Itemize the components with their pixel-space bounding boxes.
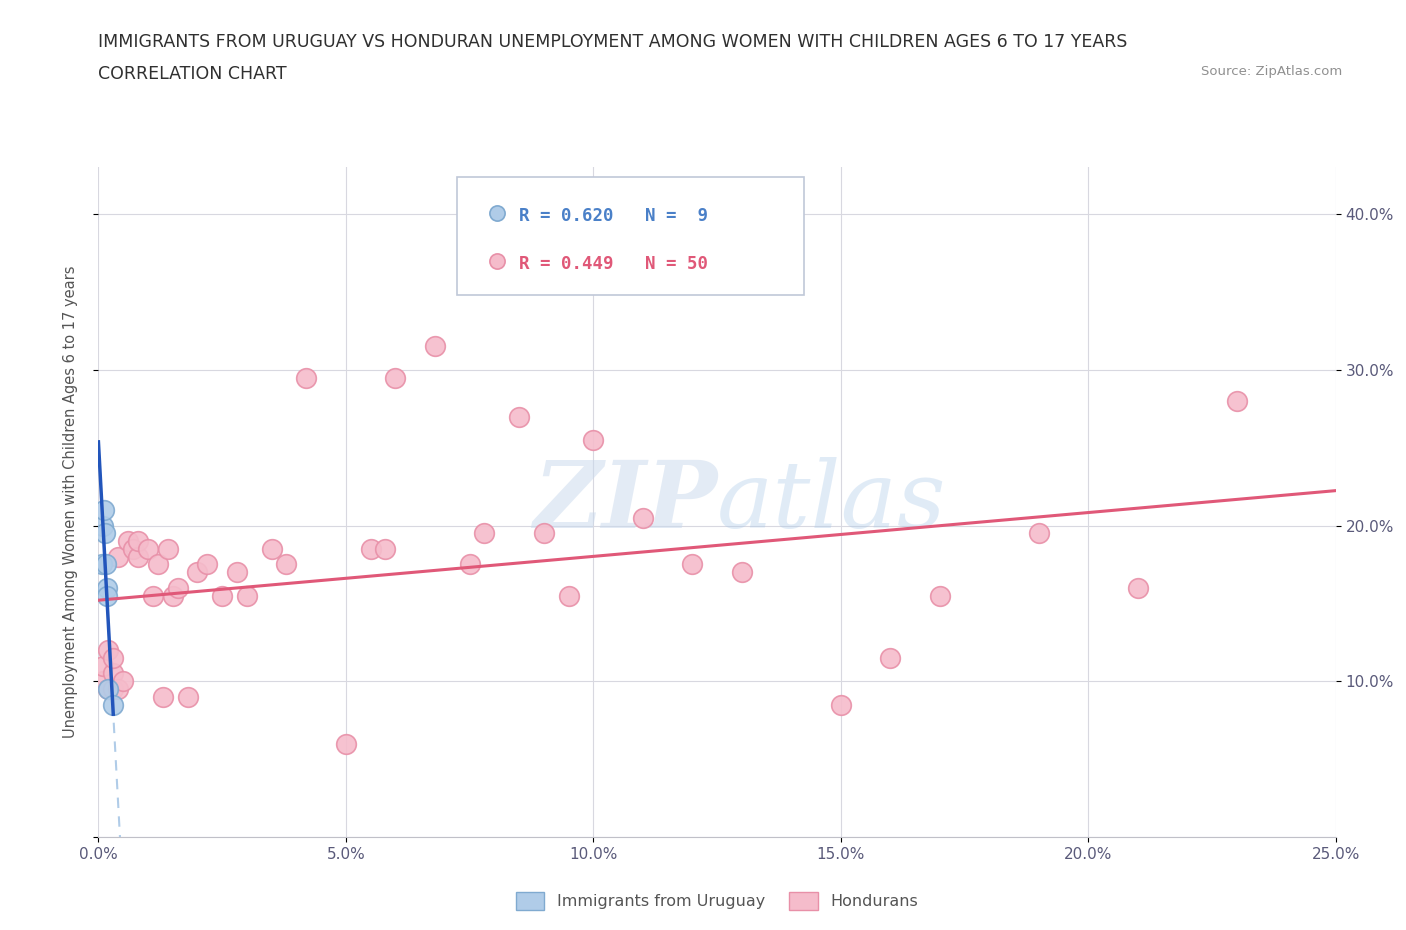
Point [374, 541, 396, 556]
Point [211, 588, 233, 603]
Point [176, 689, 198, 704]
Point [146, 557, 169, 572]
Point [335, 737, 357, 751]
Point [458, 557, 481, 572]
Point [631, 511, 654, 525]
Point [107, 550, 129, 565]
Point [423, 339, 446, 354]
Point [97, 682, 120, 697]
Point [94, 525, 117, 540]
Point [93, 674, 115, 689]
Y-axis label: Unemployment Among Women with Children Ages 6 to 17 years: Unemployment Among Women with Children A… [63, 266, 77, 738]
Point [112, 674, 135, 689]
Point [260, 541, 283, 556]
Point [152, 689, 174, 704]
Text: Source: ZipAtlas.com: Source: ZipAtlas.com [1202, 65, 1343, 78]
Point [103, 650, 125, 665]
Text: R = 0.620   N =  9: R = 0.620 N = 9 [519, 206, 709, 225]
Legend: Immigrants from Uruguay, Hondurans: Immigrants from Uruguay, Hondurans [509, 886, 925, 916]
Point [879, 650, 901, 665]
Point [557, 588, 579, 603]
Point [91, 557, 114, 572]
Point [236, 588, 259, 603]
Text: ZIP: ZIP [533, 458, 717, 547]
Point [1028, 525, 1050, 540]
Point [162, 588, 184, 603]
Point [93, 658, 115, 673]
Point [360, 541, 382, 556]
Point [103, 666, 125, 681]
Point [96, 588, 118, 603]
Point [830, 698, 852, 712]
Text: IMMIGRANTS FROM URUGUAY VS HONDURAN UNEMPLOYMENT AMONG WOMEN WITH CHILDREN AGES : IMMIGRANTS FROM URUGUAY VS HONDURAN UNEM… [98, 33, 1128, 50]
Point [276, 557, 298, 572]
Point [94, 557, 117, 572]
Point [93, 502, 115, 517]
Point [928, 588, 950, 603]
Point [127, 550, 149, 565]
Point [186, 565, 208, 579]
Point [136, 541, 159, 556]
Point [93, 518, 115, 533]
Point [127, 534, 149, 549]
Point [142, 588, 165, 603]
Point [117, 534, 139, 549]
Point [1226, 393, 1249, 408]
Point [474, 525, 496, 540]
Point [103, 682, 125, 697]
Point [96, 580, 118, 595]
Text: atlas: atlas [717, 458, 946, 547]
FancyBboxPatch shape [457, 178, 804, 295]
Point [681, 557, 703, 572]
Text: R = 0.449   N = 50: R = 0.449 N = 50 [519, 255, 709, 272]
Point [226, 565, 249, 579]
Point [295, 370, 318, 385]
Point [107, 682, 129, 697]
Point [122, 541, 145, 556]
Text: CORRELATION CHART: CORRELATION CHART [98, 65, 287, 83]
Point [195, 557, 218, 572]
Point [103, 698, 125, 712]
Point [731, 565, 754, 579]
Point [156, 541, 179, 556]
Point [508, 409, 530, 424]
Point [582, 432, 605, 447]
Point [1126, 580, 1149, 595]
Point [97, 682, 120, 697]
Point [384, 370, 406, 385]
Point [533, 525, 555, 540]
Point [166, 580, 188, 595]
Point [97, 643, 120, 658]
